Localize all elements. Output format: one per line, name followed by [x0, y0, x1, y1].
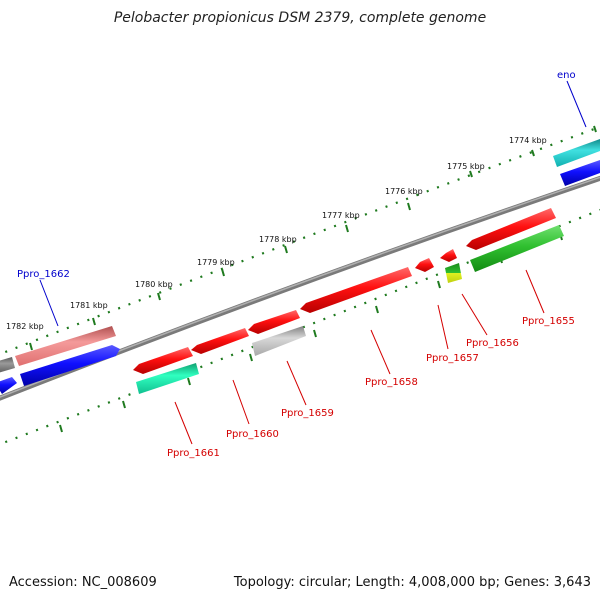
tick-label-1778: 1778 kbp: [259, 235, 297, 244]
tick-label-1779: 1779 kbp: [197, 258, 235, 267]
tick-label-1777: 1777 kbp: [322, 211, 360, 220]
gene-ppro-1659[interactable]: [248, 310, 300, 334]
genes-forward: [0, 139, 600, 373]
gene-dark-left[interactable]: [0, 357, 15, 373]
gene-eno[interactable]: [553, 139, 600, 167]
genome-summary-text: Topology: circular; Length: 4,008,000 bp…: [233, 575, 591, 590]
gene-label-ppro-1661[interactable]: Ppro_1661: [167, 448, 220, 459]
genes-blue: [0, 160, 600, 394]
gene-label-ppro-1656[interactable]: Ppro_1656: [466, 338, 519, 349]
gene-ppro-1658[interactable]: [300, 267, 412, 313]
tick-label-1775: 1775 kbp: [447, 162, 485, 171]
gene-ppro-1661[interactable]: [133, 347, 193, 374]
gene-label-ppro-1657[interactable]: Ppro_1657: [426, 353, 479, 364]
genes-reverse: [133, 208, 556, 374]
tick-label-1776: 1776 kbp: [385, 187, 423, 196]
accession-text: Accession: NC_008609: [9, 575, 157, 590]
gene-mint[interactable]: [136, 363, 199, 394]
genes-inner: [136, 225, 564, 394]
tick-label-1780: 1780 kbp: [135, 280, 173, 289]
gene-label-ppro-1655[interactable]: Ppro_1655: [522, 316, 575, 327]
gene-gray[interactable]: [252, 326, 306, 356]
label-leaders: [39, 80, 587, 445]
scale-labels: 1774 kbp 1775 kbp 1776 kbp 1777 kbp 1778…: [6, 136, 547, 331]
gene-label-ppro-1662[interactable]: Ppro_1662: [17, 269, 70, 280]
gene-ppro-1655[interactable]: [466, 208, 556, 250]
map-title: Pelobacter propionicus DSM 2379, complet…: [113, 10, 487, 26]
outer-scale: [0, 125, 600, 356]
gene-yellow-green[interactable]: [445, 263, 462, 283]
gene-blue-left[interactable]: [20, 345, 120, 386]
gene-ppro-1660[interactable]: [191, 328, 249, 354]
gene-blue-small[interactable]: [0, 377, 17, 394]
gene-ppro-1657[interactable]: [415, 258, 434, 272]
gene-labels: eno Ppro_1662 Ppro_1655 Ppro_1656 Ppro_1…: [17, 70, 576, 459]
tick-label-1781: 1781 kbp: [70, 301, 108, 310]
gene-ppro-1656[interactable]: [440, 249, 457, 262]
genome-backbone-highlight: [0, 176, 600, 398]
gene-label-ppro-1660[interactable]: Ppro_1660: [226, 429, 279, 440]
gene-green[interactable]: [470, 225, 564, 272]
tick-label-1782: 1782 kbp: [6, 322, 44, 331]
gene-blue-right[interactable]: [560, 160, 600, 186]
gene-label-ppro-1658[interactable]: Ppro_1658: [365, 377, 418, 388]
gene-label-ppro-1659[interactable]: Ppro_1659: [281, 408, 334, 419]
tick-label-1774: 1774 kbp: [509, 136, 547, 145]
gene-ppro-1662[interactable]: [15, 326, 116, 366]
gene-label-eno[interactable]: eno: [557, 70, 576, 81]
